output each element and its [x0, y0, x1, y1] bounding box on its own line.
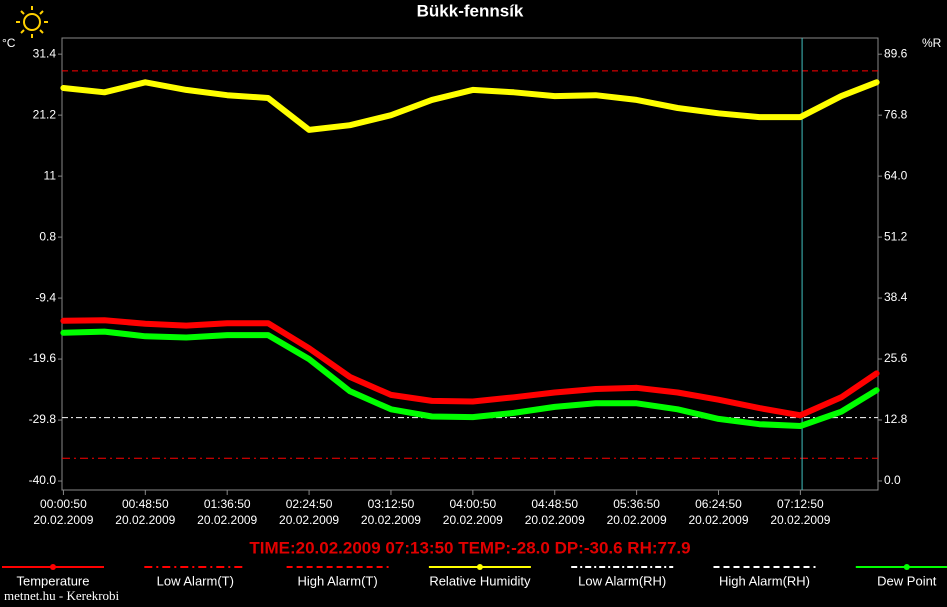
y-tick-label: 0.8: [39, 229, 56, 243]
x-tick-label: 04:48:50: [531, 497, 578, 511]
x-tick-label: 07:12:50: [777, 497, 824, 511]
x-tick-date: 20.02.2009: [361, 513, 421, 527]
y-tick-label: 21.2: [33, 107, 57, 121]
legend-dot: [50, 564, 56, 570]
x-tick-date: 20.02.2009: [607, 513, 667, 527]
sun-icon: [16, 6, 48, 38]
legend-label: High Alarm(RH): [719, 573, 810, 588]
series-line: [60, 328, 880, 429]
y-unit: °C: [2, 36, 16, 50]
legend-label: Relative Humidity: [429, 573, 531, 588]
x-tick-date: 20.02.2009: [770, 513, 830, 527]
y2-tick-label: 0.0: [884, 473, 901, 487]
x-tick-label: 05:36:50: [613, 497, 660, 511]
legend-label: Low Alarm(T): [157, 573, 234, 588]
legend-label: High Alarm(T): [298, 573, 378, 588]
y-tick-label: 11: [44, 168, 57, 182]
y2-tick-label: 25.6: [884, 351, 908, 365]
x-tick-date: 20.02.2009: [688, 513, 748, 527]
series-line: [60, 79, 880, 133]
chart-title: Bükk-fennsík: [417, 1, 524, 20]
y-tick-label: 31.4: [33, 46, 57, 60]
x-tick-label: 03:12:50: [368, 497, 415, 511]
legend-dot: [476, 564, 483, 570]
y2-tick-label: 89.6: [884, 46, 908, 60]
y2-tick-label: 38.4: [884, 290, 908, 304]
y-tick-label: -29.8: [29, 412, 57, 426]
y-tick-label: -40.0: [29, 473, 57, 487]
footer: metnet.hu - Kerekrobi: [4, 588, 120, 603]
x-tick-date: 20.02.2009: [33, 513, 93, 527]
x-tick-label: 04:00:50: [449, 497, 496, 511]
y2-tick-label: 12.8: [884, 412, 908, 426]
x-tick-date: 20.02.2009: [115, 513, 175, 527]
y2-tick-label: 64.0: [884, 168, 908, 182]
x-tick-date: 20.02.2009: [443, 513, 503, 527]
legend-label: Dew Point: [877, 573, 937, 588]
x-tick-label: 00:00:50: [40, 497, 87, 511]
x-tick-label: 00:48:50: [122, 497, 169, 511]
y2-tick-label: 76.8: [884, 107, 908, 121]
legend-dot: [903, 564, 910, 570]
legend-label: Low Alarm(RH): [578, 573, 666, 588]
x-tick-label: 01:36:50: [204, 497, 251, 511]
y2-unit: %R: [922, 36, 942, 50]
x-tick-date: 20.02.2009: [197, 513, 257, 527]
status-line: TIME:20.02.2009 07:13:50 TEMP:-28.0 DP:-…: [249, 538, 690, 557]
x-tick-date: 20.02.2009: [279, 513, 339, 527]
legend-label: Temperature: [17, 573, 90, 588]
plot-frame: [61, 37, 879, 491]
y2-tick-label: 51.2: [884, 229, 908, 243]
x-tick-date: 20.02.2009: [525, 513, 585, 527]
series-line: [60, 317, 880, 419]
x-tick-label: 06:24:50: [695, 497, 742, 511]
y-tick-label: -19.6: [29, 351, 57, 365]
x-tick-label: 02:24:50: [286, 497, 333, 511]
y-tick-label: -9.4: [35, 290, 56, 304]
